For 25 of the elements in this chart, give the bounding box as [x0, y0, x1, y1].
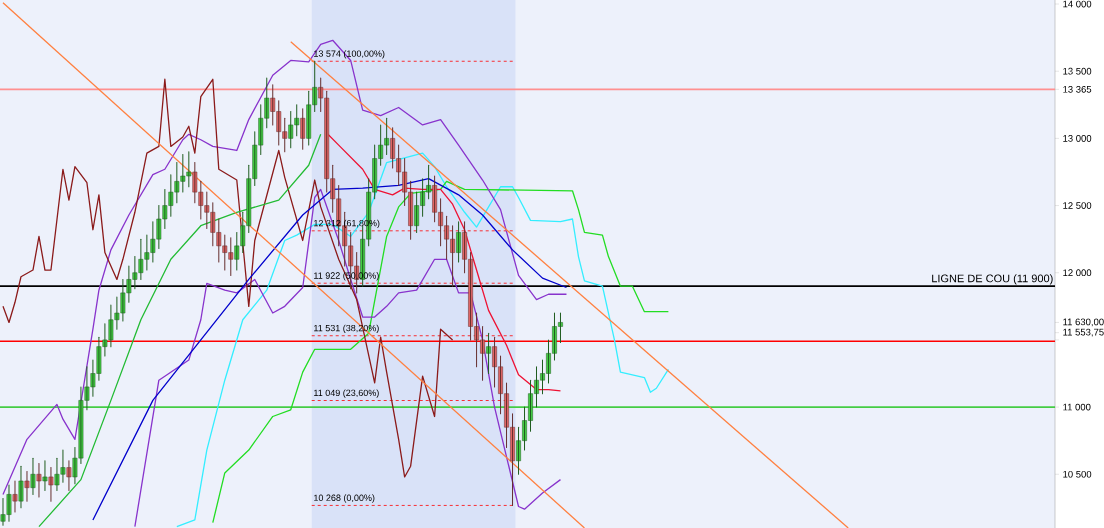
- candlestick: [36, 463, 42, 498]
- y-tick-label: 12 000: [1063, 269, 1092, 277]
- ref-line-label: 13 574 (100,00%): [314, 50, 385, 59]
- line-series: [2, 78, 454, 478]
- y-tick-label: 13 365: [1063, 85, 1092, 93]
- candlestick: [66, 460, 72, 491]
- y-tick-label: 13 500: [1063, 67, 1092, 75]
- candlestick: [24, 471, 30, 502]
- ref-line-label: LIGNE DE COU (11 900): [932, 274, 1053, 285]
- line-series: [2, 39, 568, 496]
- ref-line-label: 10 268 (0,00%): [314, 494, 375, 503]
- candlestick: [42, 460, 48, 491]
- y-tick-label: 13 000: [1063, 135, 1092, 142]
- y-tick-label: 11 000: [1063, 403, 1091, 411]
- y-tick-label: 11 553,75: [1063, 328, 1104, 337]
- ref-line-label: 11 049 (23,60%): [314, 389, 379, 398]
- y-tick-label: 12 500: [1063, 202, 1092, 209]
- line-series: [38, 133, 322, 528]
- candlestick: [48, 467, 54, 502]
- candlestick: [486, 332, 491, 374]
- candlestick: [12, 480, 18, 513]
- y-tick-label: 14 000: [1063, 0, 1092, 8]
- candlestick: [300, 108, 306, 150]
- y-tick-label: 10 500: [1063, 470, 1092, 478]
- y-tick-label: 11 630,00: [1063, 318, 1104, 327]
